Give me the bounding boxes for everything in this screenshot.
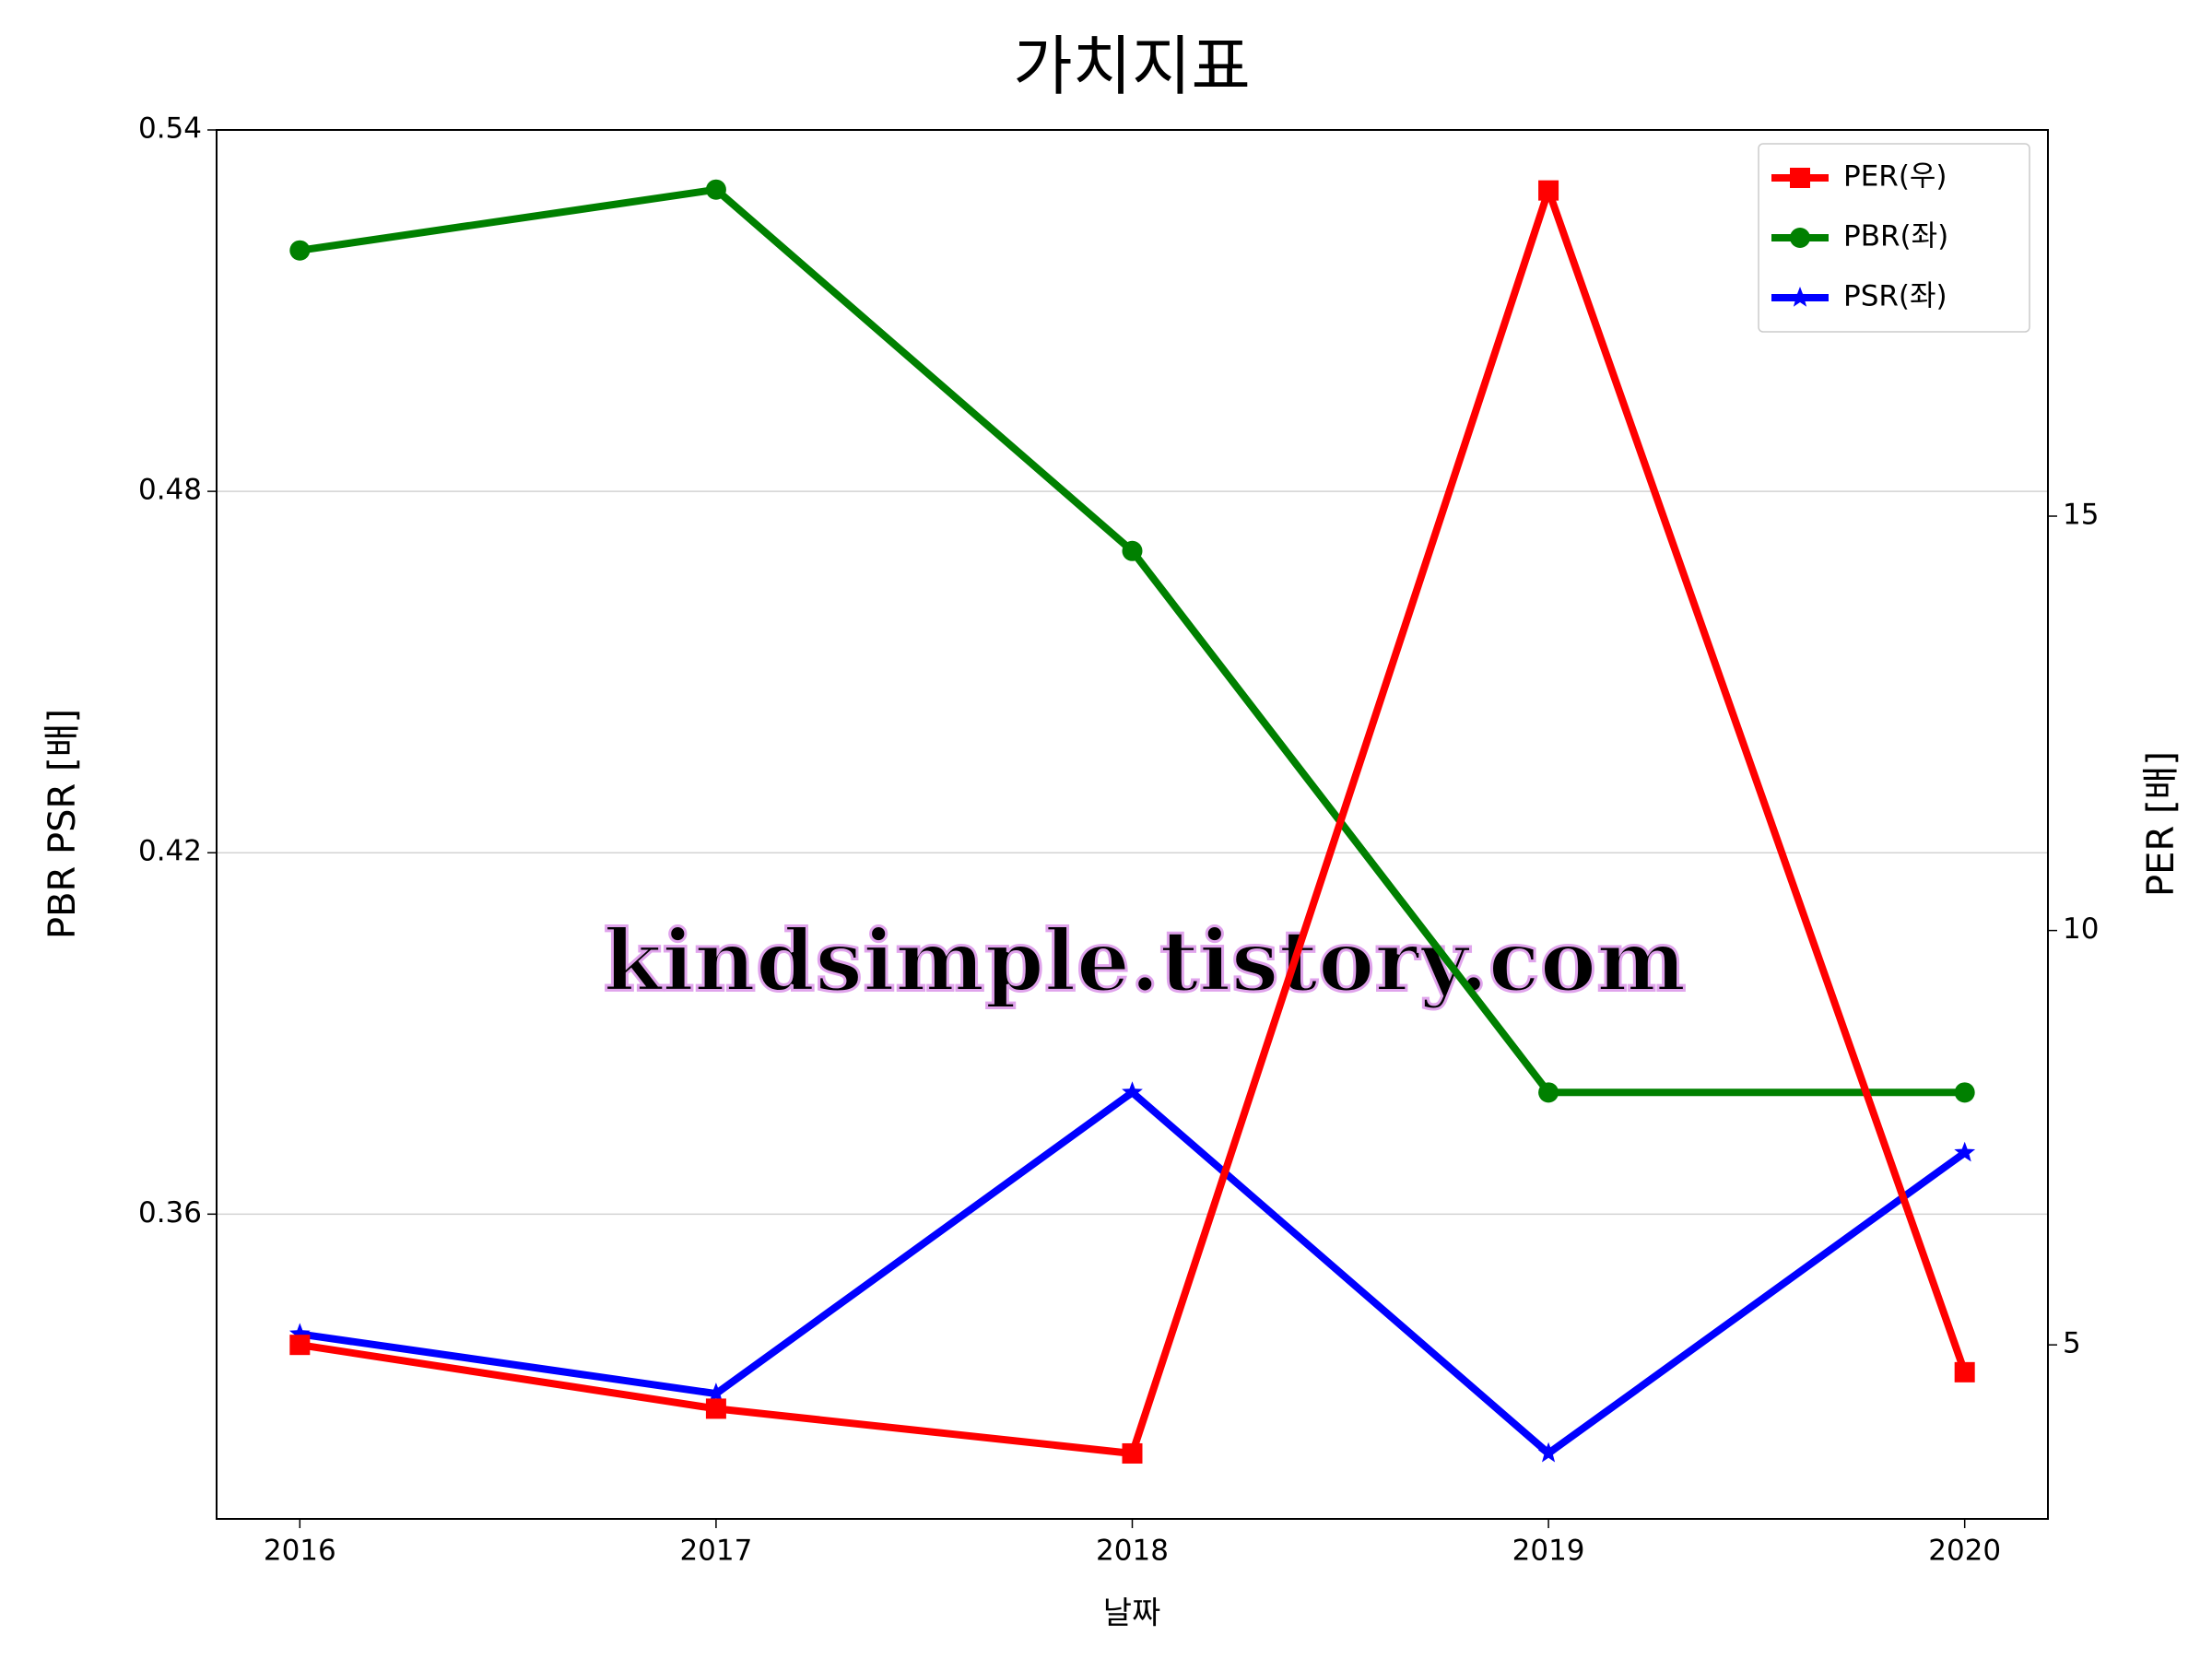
marker (1538, 180, 1559, 201)
marker (288, 1323, 311, 1344)
watermark: kindsimple.tistory.com (603, 912, 1686, 1011)
marker (289, 240, 311, 261)
y-tick-label: 0.36 (138, 1196, 202, 1230)
x-tick-label: 2020 (1928, 1535, 2001, 1568)
marker (1954, 1141, 1976, 1162)
legend-label: PER(우) (1843, 160, 1947, 194)
y-axis-label: PBR PSR [배] (41, 709, 84, 939)
marker (1537, 1441, 1559, 1463)
marker (1790, 168, 1810, 188)
y2-axis-label: PER [배] (2140, 751, 2183, 897)
marker (705, 1382, 727, 1403)
chart-title: 가치지표 (1013, 29, 1251, 104)
marker (1538, 1082, 1559, 1103)
marker (289, 1335, 311, 1356)
x-tick-label: 2019 (1512, 1535, 1585, 1568)
marker (1954, 1361, 1975, 1382)
x-tick-label: 2018 (1096, 1535, 1169, 1568)
legend: PER(우) PBR(좌) PSR(좌) (1758, 143, 2030, 333)
legend-label: PSR(좌) (1843, 280, 1947, 313)
legend-label: PBR(좌) (1843, 220, 1948, 253)
y-tick-label: 0.48 (138, 474, 202, 507)
y2-tick-label: 5 (2063, 1327, 2081, 1360)
marker (1122, 1081, 1143, 1101)
y-tick-label: 0.54 (138, 112, 202, 146)
marker (1790, 228, 1810, 248)
marker (705, 1398, 726, 1419)
plot-frame (216, 129, 2049, 1520)
x-axis-label: 날짜 (1103, 1595, 1161, 1632)
legend-box (1758, 143, 2030, 333)
marker (1789, 287, 1811, 307)
x-tick-label: 2016 (264, 1535, 336, 1568)
marker (1122, 540, 1143, 561)
x-tick-label: 2017 (679, 1535, 752, 1568)
y2-tick-label: 15 (2063, 499, 2099, 532)
marker (1122, 1442, 1143, 1464)
y-tick-label: 0.42 (138, 835, 202, 868)
marker (705, 179, 726, 200)
marker (1954, 1082, 1975, 1103)
y2-tick-label: 10 (2063, 912, 2099, 946)
